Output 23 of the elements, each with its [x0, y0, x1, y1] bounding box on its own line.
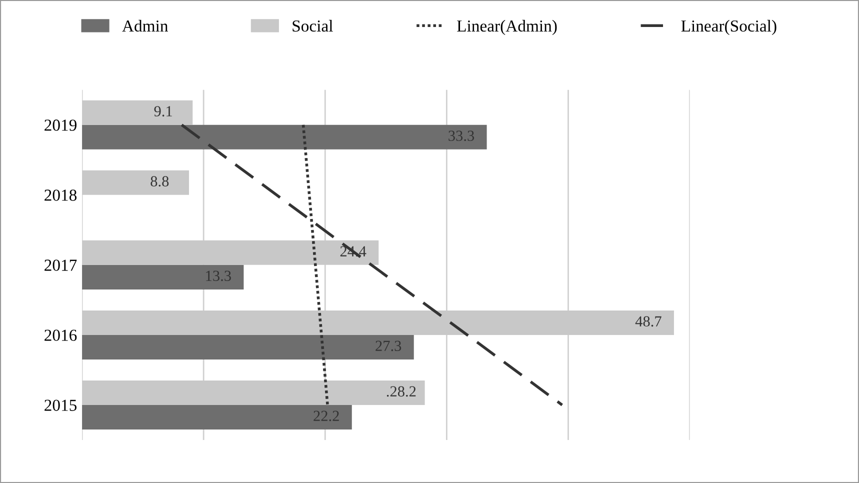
data-label: 8.8	[150, 176, 169, 187]
data-label: 22.2	[314, 410, 339, 422]
data-label: 9.1	[154, 106, 172, 116]
data-label: 48.7	[635, 316, 662, 327]
data-label: 13.3	[206, 270, 231, 282]
legend-label: Linear(Social)	[681, 20, 776, 36]
bar	[82, 100, 193, 125]
legend-label: Linear(Admin)	[457, 20, 557, 36]
y-tick-label: 2017	[44, 260, 77, 271]
legend-label: Social	[292, 20, 333, 32]
y-tick-label: 2019	[44, 120, 76, 131]
y-tick-label: 2018	[44, 190, 77, 201]
bar	[82, 170, 189, 195]
data-label: 27.3	[376, 340, 402, 352]
bar	[82, 124, 487, 150]
data-label: .28.2	[386, 386, 416, 397]
y-tick-label: 2015	[44, 400, 77, 411]
bar	[82, 334, 414, 360]
data-label: 33.3	[448, 130, 474, 142]
bar	[82, 264, 244, 290]
y-tick-label: 2016	[44, 330, 77, 341]
bar	[82, 404, 352, 430]
legend-label: Admin	[122, 20, 168, 32]
